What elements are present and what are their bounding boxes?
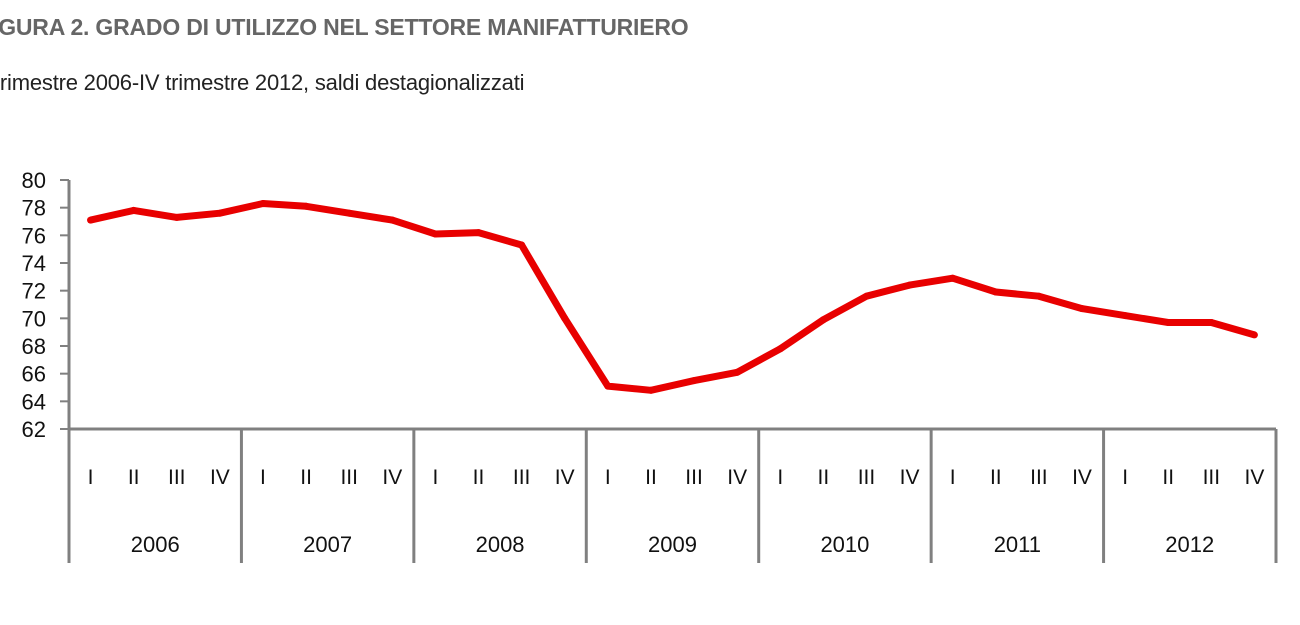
data-point bbox=[561, 314, 569, 322]
y-tick-label: 78 bbox=[22, 196, 46, 221]
y-tick-label: 70 bbox=[22, 306, 46, 331]
x-tick-label-year: 2011 bbox=[994, 532, 1041, 557]
data-point bbox=[733, 368, 741, 376]
x-tick-label-year: 2006 bbox=[131, 532, 180, 557]
x-tick-label-quarter: II bbox=[818, 466, 830, 489]
data-point bbox=[1207, 318, 1215, 326]
x-tick-label-year: 2009 bbox=[648, 532, 697, 557]
data-point bbox=[1164, 318, 1172, 326]
x-tick-label-quarter: I bbox=[260, 466, 266, 489]
x-tick-label-year: 2008 bbox=[476, 532, 525, 557]
x-tick-label-quarter: II bbox=[473, 466, 485, 489]
x-tick-label-quarter: I bbox=[88, 466, 94, 489]
x-tick-label-year: 2012 bbox=[1165, 532, 1214, 557]
x-tick-label-quarter: I bbox=[432, 466, 438, 489]
x-tick-label-quarter: IV bbox=[727, 466, 747, 489]
data-point bbox=[992, 288, 1000, 296]
data-point bbox=[431, 230, 439, 238]
data-point bbox=[647, 386, 655, 394]
data-point bbox=[819, 316, 827, 324]
x-tick-label-year: 2010 bbox=[820, 532, 869, 557]
data-point bbox=[1035, 292, 1043, 300]
y-tick-label: 76 bbox=[22, 223, 46, 248]
data-point bbox=[259, 200, 267, 208]
x-tick-label-quarter: III bbox=[858, 466, 876, 489]
y-tick-label: 68 bbox=[22, 334, 46, 359]
x-tick-label-quarter: II bbox=[300, 466, 312, 489]
x-tick-label-year: 2007 bbox=[303, 532, 352, 557]
y-tick-label: 80 bbox=[22, 168, 46, 193]
y-tick-label: 64 bbox=[22, 389, 46, 414]
x-tick-label-quarter: III bbox=[685, 466, 703, 489]
data-point bbox=[906, 281, 914, 289]
data-point bbox=[1078, 305, 1086, 313]
x-tick-label-quarter: IV bbox=[555, 466, 575, 489]
x-tick-label-quarter: IV bbox=[382, 466, 402, 489]
x-tick-label-quarter: I bbox=[605, 466, 611, 489]
data-point bbox=[130, 206, 138, 214]
data-point bbox=[949, 274, 957, 282]
chart-title: IGURA 2. GRADO DI UTILIZZO NEL SETTORE M… bbox=[0, 14, 689, 40]
y-tick-label: 72 bbox=[22, 279, 46, 304]
series-line bbox=[89, 200, 1256, 394]
x-tick-label-quarter: III bbox=[168, 466, 186, 489]
data-point bbox=[1250, 331, 1258, 339]
data-point bbox=[862, 292, 870, 300]
data-point bbox=[776, 345, 784, 353]
data-point bbox=[690, 377, 698, 385]
x-tick-label-quarter: II bbox=[645, 466, 657, 489]
data-point bbox=[475, 229, 483, 237]
data-point bbox=[1121, 312, 1129, 320]
x-tick-label-quarter: IV bbox=[1072, 466, 1092, 489]
chart-subtitle: trimestre 2006-IV trimestre 2012, saldi … bbox=[0, 70, 525, 95]
data-point bbox=[518, 241, 526, 249]
x-tick-label-quarter: II bbox=[1162, 466, 1174, 489]
x-tick-label-quarter: IV bbox=[210, 466, 230, 489]
x-tick-label-quarter: I bbox=[950, 466, 956, 489]
x-tick-label-quarter: III bbox=[513, 466, 531, 489]
data-point bbox=[87, 216, 95, 224]
x-tick-label-quarter: II bbox=[990, 466, 1002, 489]
y-tick-label: 66 bbox=[22, 362, 46, 387]
data-point bbox=[216, 209, 224, 217]
x-tick-label-quarter: IV bbox=[900, 466, 920, 489]
data-point bbox=[173, 213, 181, 221]
y-tick-label: 62 bbox=[22, 417, 46, 442]
y-tick-label: 74 bbox=[22, 251, 46, 276]
x-tick-label-quarter: IV bbox=[1245, 466, 1265, 489]
x-tick-label-quarter: I bbox=[777, 466, 783, 489]
data-point bbox=[302, 202, 310, 210]
x-tick-label-quarter: III bbox=[1030, 466, 1048, 489]
data-point bbox=[345, 209, 353, 217]
x-tick-label-quarter: II bbox=[128, 466, 140, 489]
data-point bbox=[388, 216, 396, 224]
x-tick-label-quarter: I bbox=[1122, 466, 1128, 489]
x-tick-label-quarter: III bbox=[1203, 466, 1221, 489]
data-point bbox=[604, 382, 612, 390]
x-tick-label-quarter: III bbox=[340, 466, 358, 489]
